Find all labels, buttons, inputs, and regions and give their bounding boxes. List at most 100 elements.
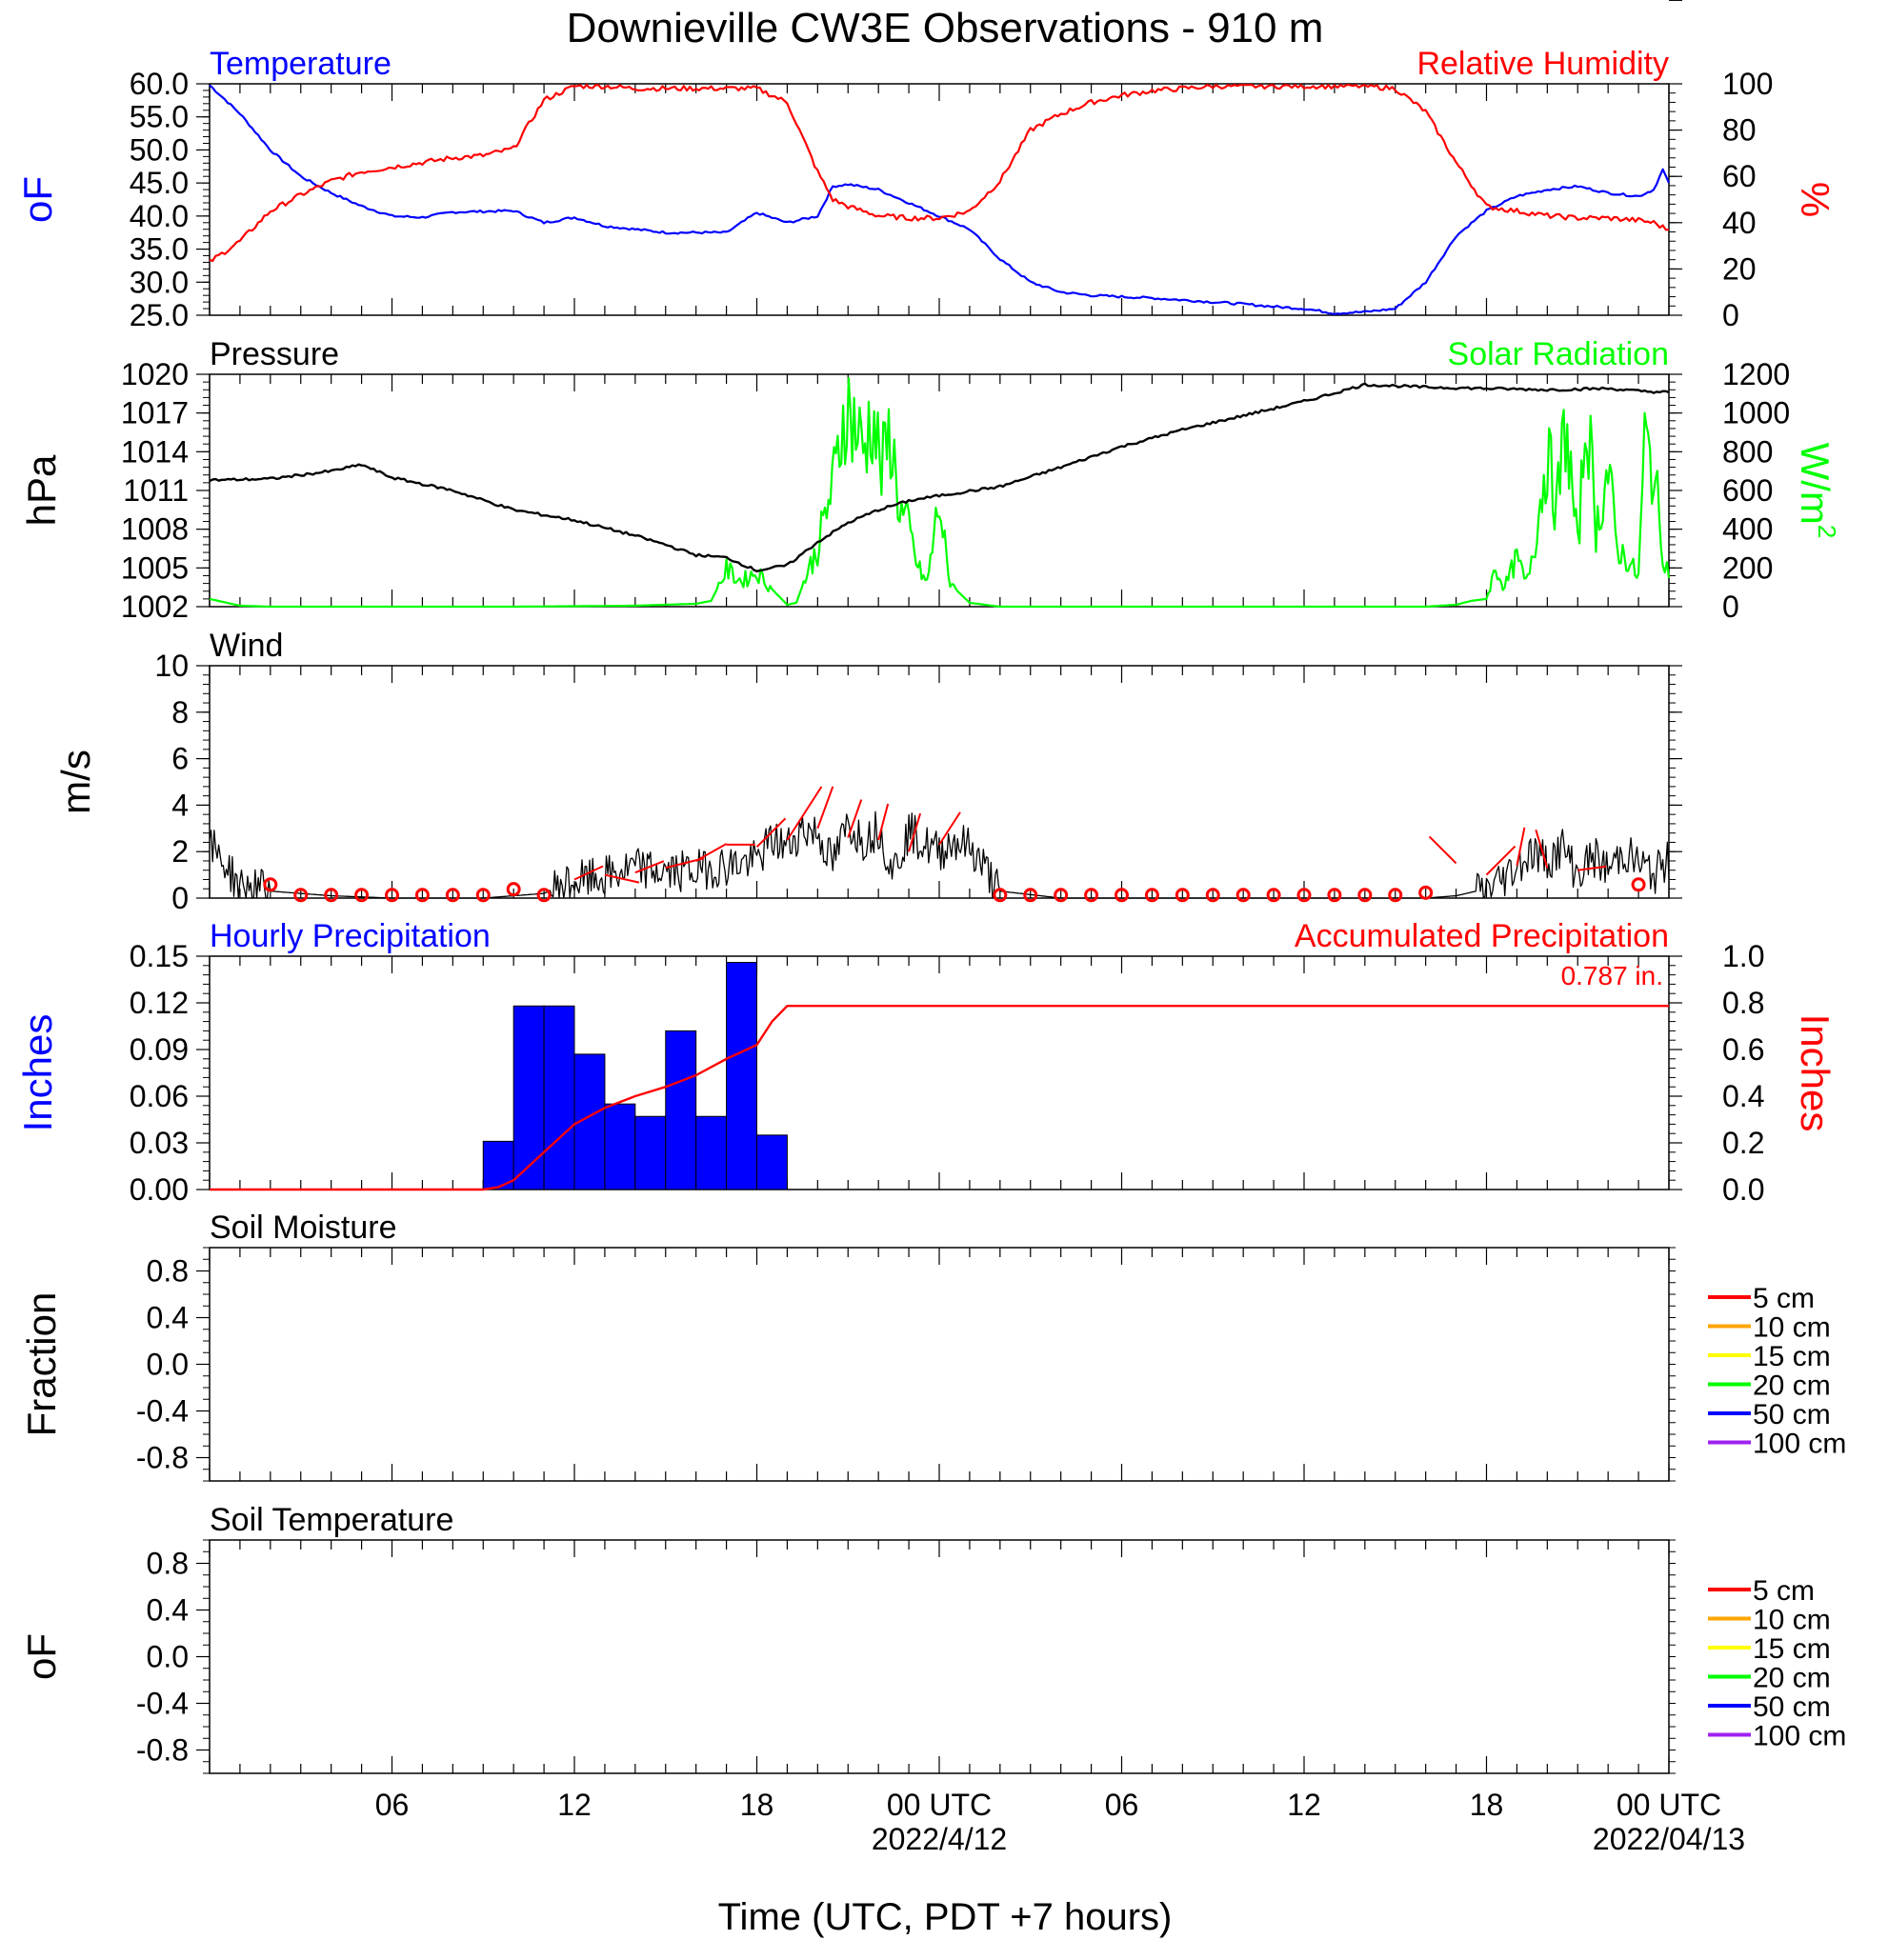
hourly-precip-title: Hourly Precipitation [210,918,491,954]
x-tick-label: 18 [740,1788,774,1822]
calm-wind-circle [1235,888,1251,903]
wind-barb [877,803,890,841]
calm-wind-circle [263,877,278,892]
panel-frame [209,1539,1670,1774]
calm-wind-circle [1054,888,1069,903]
panel-soil-moisture: 0.8 0.4 0.0 -0.4 -0.8 Soil Moisture Fraction 5 … [19,0,1846,1482]
wind-axis-label: m/s [53,750,98,814]
x-tick-label: 06 [375,1788,410,1822]
wind-barb [786,786,823,841]
y-tick-label: 4 [171,788,189,822]
y-tick-label-right: 20 [1722,251,1757,286]
y-tick-label: 40.0 [130,199,189,233]
y-tick-label: 60.0 [130,67,189,101]
y-tick-label: 25.0 [130,298,189,332]
legend-label: 100 cm [1753,1429,1846,1460]
x-tick-label: 18 [1470,1788,1504,1822]
panel-temperature-humidity: 60.055.050.045.040.035.030.025.0 100 80 60 4… [15,46,1838,332]
solar-axis-label-sup: 2 [1813,525,1841,538]
legend-entry: 100 cm [1708,1429,1846,1460]
x-tick-label: 00 UTC [1617,1788,1721,1822]
y-tick-label: 0.15 [130,939,189,973]
temperature-axis-label: oF [15,176,60,223]
y-tick-label-right: 200 [1722,550,1773,585]
precip-axis-label: Inches [15,1014,60,1132]
wind-barb [1577,865,1607,871]
calm-wind-circle [506,882,521,897]
precip-bar [573,1053,606,1190]
calm-wind-circle [1023,888,1038,903]
y-tick-label-right: 0.8 [1722,986,1764,1020]
soil-moisture-axis-label: Fraction [19,1292,64,1437]
panel-frame [209,665,1670,899]
calm-wind-circle [1084,888,1099,903]
legend-label: 15 cm [1753,1341,1831,1372]
calm-wind-circle [324,888,339,903]
wind-barb [634,860,665,874]
y-tick-label-right: 1.0 [1722,939,1764,973]
y-tick-label: 0.8 [147,1254,189,1289]
wind-barb [755,817,787,849]
calm-wind-circle [475,888,491,903]
y-tick-label: 1020 [121,357,189,391]
calm-wind-circle [385,888,399,903]
chart-title: Downieville CW3E Observations - 910 m [567,5,1324,51]
y-tick-label-right: 0.4 [1722,1079,1764,1113]
wind-barb [816,786,834,830]
legend-entry: 5 cm [1708,1575,1815,1607]
x-date-label: 2022/4/12 [872,1822,1007,1856]
calm-wind-circle [1144,888,1159,903]
calm-wind-circle [536,888,552,903]
y-tick-label-right: 1000 [1722,396,1790,430]
y-tick-label-right: 400 [1722,512,1773,547]
y-tick-label: 0.8 [147,1547,189,1581]
y-tick-label-right: 0.2 [1722,1126,1764,1160]
legend-entry: 50 cm [1708,1399,1831,1430]
y-tick-label: 0.0 [147,1640,189,1674]
y-tick-label: 0.03 [130,1126,189,1160]
y-tick-label-right: 0 [1722,298,1739,332]
precip-bar [482,1140,514,1190]
humidity-line [209,84,1670,263]
precip-bar [665,1030,697,1190]
x-axis-label: Time (UTC, PDT +7 hours) [718,1896,1173,1938]
calm-wind-circle [1418,885,1434,900]
precip-bar [756,1134,788,1190]
legend-entry: 5 cm [1708,1283,1815,1314]
x-tick-label: 12 [1287,1788,1321,1822]
x-tick-label: 06 [1105,1788,1139,1822]
legend-label: 50 cm [1753,1691,1831,1723]
y-tick-label-right: 60 [1722,159,1757,193]
y-tick-label: 50.0 [130,132,189,167]
pressure-line [209,382,1670,572]
accum-precip-title: Accumulated Precipitation [1295,918,1669,954]
accum-precip-line [210,1005,1669,1191]
panel-precipitation: 0.15 0.12 0.09 0.06 0.03 0.00 1.0 0.8 0.6 0.4 0.2 0… [15,918,1838,1207]
legend-entry: 20 cm [1708,1663,1831,1694]
y-tick-label: -0.4 [136,1394,189,1429]
calm-wind-circle [993,888,1008,903]
legend-entry: 50 cm [1708,1691,1831,1723]
y-tick-label: 1002 [121,590,189,624]
y-tick-label: 0.4 [147,1593,189,1628]
y-tick-label: -0.8 [136,1441,189,1475]
legend-label: 20 cm [1753,1370,1831,1402]
calm-wind-circle [445,888,460,903]
y-tick-label: 10 [154,649,189,683]
y-tick-label-right: 800 [1722,434,1773,469]
temperature-line [209,84,1671,315]
calm-wind-circle [354,888,370,903]
accum-axis-label: Inches [1793,1014,1838,1132]
calm-wind-circle [1631,877,1646,892]
solar-title: Solar Radiation [1448,336,1669,372]
x-tick-label: 00 UTC [887,1788,992,1822]
soil-moisture-title: Soil Moisture [210,1210,397,1246]
calm-wind-circle [1175,888,1190,903]
x-tick-label: 12 [557,1788,592,1822]
panel-frame [209,955,1670,1190]
solar-axis-label: W/m2 [1793,443,1841,539]
y-tick-label-right: 1200 [1722,357,1790,391]
legend-entry: 10 cm [1708,1605,1831,1636]
y-tick-label: 0.0 [147,1348,189,1382]
